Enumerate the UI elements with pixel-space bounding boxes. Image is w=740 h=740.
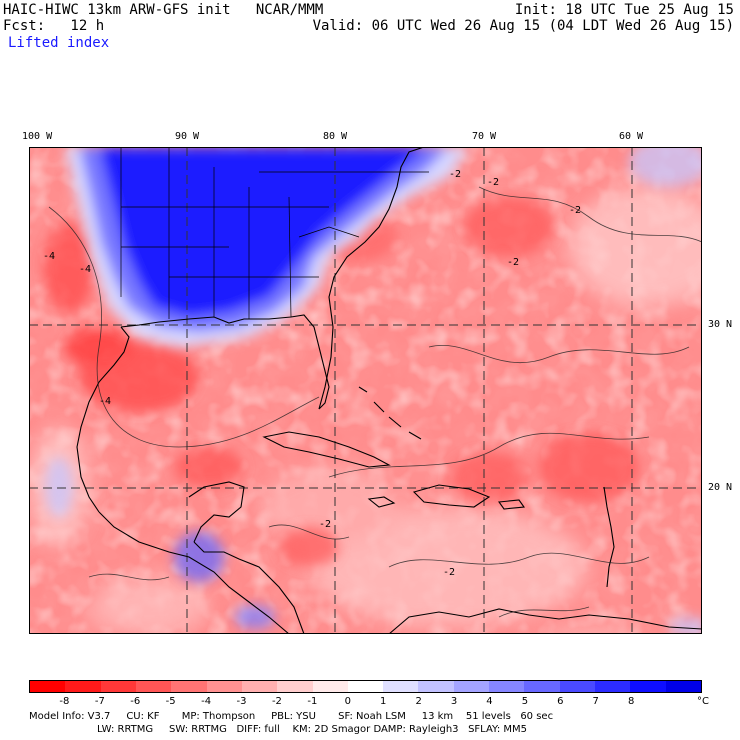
colorbar-swatch	[630, 681, 666, 692]
colorbar-tick-label: 2	[415, 696, 422, 707]
colorbar-swatch	[665, 681, 701, 692]
colorbar-tick-label: -3	[236, 696, 247, 707]
coastlines	[76, 147, 702, 634]
lon-label-70w: 70 W	[472, 131, 497, 142]
field-name: Lifted index	[8, 35, 110, 51]
contour-label-3: -4	[99, 396, 111, 407]
contours	[48, 186, 702, 618]
colorbar-swatch	[347, 681, 384, 692]
colorbar-tick-label: -5	[165, 696, 176, 707]
contour-label-8: -2	[443, 567, 455, 578]
colorbar-tick-label: 6	[557, 696, 564, 707]
colorbar-tick-label: -6	[130, 696, 141, 707]
lon-label-60w: 60 W	[619, 131, 644, 142]
colorbar-swatch	[383, 681, 419, 692]
forecast-hour: Fcst: 12 h	[3, 18, 105, 34]
contour-label-4: -2	[449, 169, 461, 180]
contour-label-5: -2	[487, 177, 499, 188]
colorbar-swatch	[559, 681, 595, 692]
colorbar-swatch	[65, 681, 101, 692]
colorbar-tick-label: 7	[592, 696, 599, 707]
colorbar-tick-label: -2	[271, 696, 282, 707]
colorbar-swatch	[241, 681, 278, 692]
colorbar-swatch	[30, 681, 66, 692]
colorbar-tick-label: 1	[380, 696, 387, 707]
model-title: HAIC-HIWC 13km ARW-GFS init NCAR/MMM	[3, 2, 324, 18]
colorbar-tick-label: -7	[94, 696, 105, 707]
footer-line-2: LW: RRTMG SW: RRTMG DIFF: full KM: 2D Sm…	[97, 724, 527, 735]
lon-label-100w: 100 W	[22, 131, 53, 142]
colorbar-swatch	[135, 681, 172, 692]
colorbar-tick-label: 3	[450, 696, 458, 707]
map-border	[29, 147, 702, 634]
colorbar-tick-label: -8	[59, 696, 70, 707]
contour-label-6: -2	[569, 205, 581, 216]
contour-label-2: -4	[79, 264, 91, 275]
lifted-index-map: -4 -4 -4 -2 -2 -2 -2 -2 -2	[29, 147, 702, 634]
colorbar-swatch	[489, 681, 525, 692]
stable-air-mass	[65, 147, 469, 347]
colorbar-tick-label: 0	[344, 696, 351, 707]
colorbar-swatch	[453, 681, 490, 692]
lon-label-90w: 90 W	[175, 131, 200, 142]
colorbar-unit: °C	[697, 696, 709, 707]
state-borders	[120, 147, 429, 319]
colorbar	[29, 680, 702, 693]
lat-label-20n: 20 N	[708, 482, 733, 493]
colorbar-swatch	[418, 681, 454, 692]
lon-label-80w: 80 W	[323, 131, 348, 142]
contour-label-9: -2	[319, 519, 331, 530]
colorbar-swatch	[100, 681, 136, 692]
colorbar-tick-label: 5	[521, 696, 529, 707]
init-time: Init: 18 UTC Tue 25 Aug 15	[514, 2, 734, 18]
dark-regions	[44, 197, 639, 567]
contour-label-7: -2	[507, 257, 519, 268]
contour-labels: -4 -4 -4 -2 -2 -2 -2 -2 -2	[43, 169, 581, 578]
colorbar-swatch	[206, 681, 242, 692]
colorbar-tick-label: 4	[486, 696, 493, 707]
footer-line-1: Model Info: V3.7 CU: KF MP: Thompson PBL…	[29, 711, 554, 722]
colorbar-tick-label: 8	[627, 696, 635, 707]
valid-time: Valid: 06 UTC Wed 26 Aug 15 (04 LDT Wed …	[312, 18, 734, 34]
colorbar-swatch	[171, 681, 207, 692]
colorbar-tick-label: -4	[201, 696, 212, 707]
colorbar-tick-label: -1	[307, 696, 318, 707]
colorbar-swatch	[312, 681, 348, 692]
contour-label-1: -4	[43, 251, 55, 262]
colorbar-swatch	[524, 681, 560, 692]
colorbar-swatch	[277, 681, 313, 692]
lat-label-30n: 30 N	[708, 319, 733, 330]
colorbar-swatch	[595, 681, 631, 692]
